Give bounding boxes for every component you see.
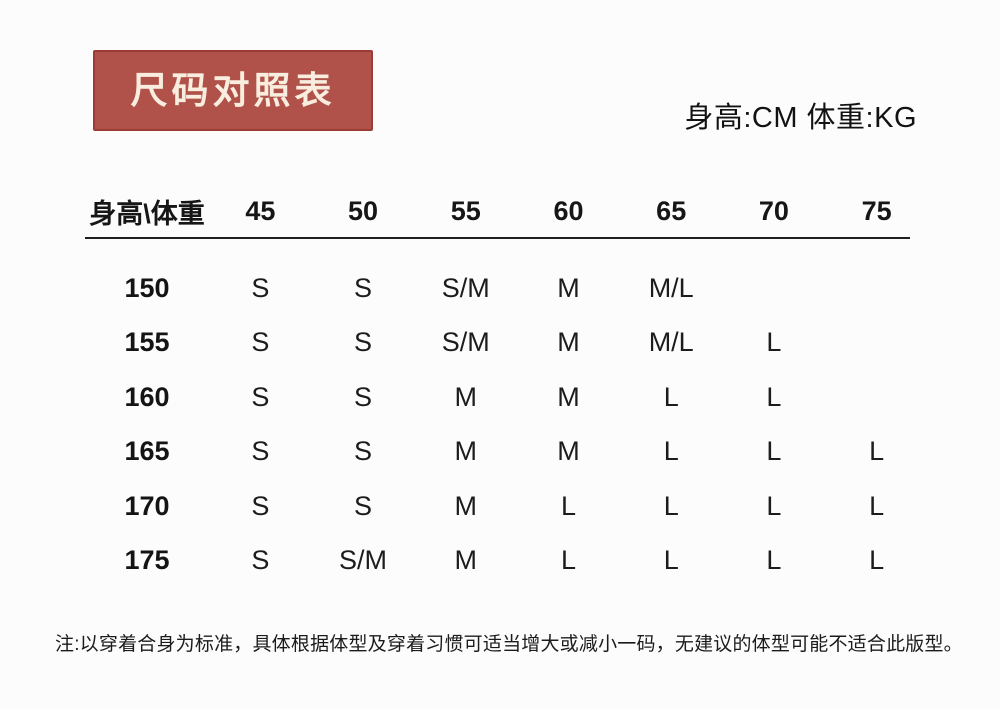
table-row: 170 S S M L L L L — [85, 479, 928, 534]
size-cell: S — [251, 436, 270, 467]
size-cell: S — [354, 272, 373, 303]
table-body: 150 S S S/M M M/L 155 S S S/M M M/L L 16… — [85, 239, 928, 588]
height-label: 150 — [124, 272, 170, 303]
size-chart-title-badge: 尺码对照表 — [93, 50, 373, 131]
size-cell: S/M — [441, 272, 490, 303]
height-label: 155 — [124, 327, 170, 358]
size-cell: M — [454, 490, 478, 521]
weight-header-65: 65 — [656, 195, 687, 226]
height-label: 170 — [124, 490, 170, 521]
size-cell: M — [557, 272, 580, 303]
table-header-row: 身高\体重 45 50 55 60 65 70 75 — [85, 185, 928, 237]
size-chart-title: 尺码对照表 — [130, 70, 336, 111]
size-cell: M — [557, 327, 580, 358]
size-cell: L — [766, 381, 782, 412]
table-row: 160 S S M M L L — [85, 370, 928, 425]
size-cell: S — [354, 490, 373, 521]
size-comparison-table: 身高\体重 45 50 55 60 65 70 75 150 S S S/M M… — [85, 185, 928, 588]
size-cell: M — [454, 381, 478, 412]
height-label: 160 — [124, 381, 170, 412]
size-cell: M — [557, 381, 580, 412]
note-text: 注:以穿着合身为标准，具体根据体型及穿着习惯可适当增大或减小一码，无建议的体型可… — [55, 634, 963, 655]
size-cell: S/M — [339, 545, 388, 576]
size-cell: M — [557, 436, 580, 467]
weight-header-75: 75 — [861, 195, 892, 226]
size-cell: S — [354, 381, 373, 412]
weight-header-55: 55 — [450, 195, 481, 226]
size-cell: L — [766, 327, 782, 358]
size-cell: L — [869, 490, 885, 521]
size-cell: L — [560, 545, 576, 576]
size-cell: M/L — [648, 272, 694, 303]
size-cell: L — [869, 436, 885, 467]
units-legend: 身高:CM 体重:KG — [684, 102, 917, 134]
header-divider — [85, 237, 910, 239]
size-cell: L — [663, 490, 679, 521]
weight-header-45: 45 — [245, 195, 276, 226]
height-label: 165 — [124, 436, 170, 467]
size-cell: L — [766, 545, 782, 576]
size-cell: L — [663, 381, 679, 412]
corner-header-height-weight: 身高\体重 — [89, 198, 205, 229]
size-cell: S — [251, 272, 270, 303]
weight-header-70: 70 — [758, 195, 789, 226]
size-cell: L — [560, 490, 576, 521]
size-cell: S — [354, 327, 373, 358]
weight-header-60: 60 — [553, 195, 584, 226]
weight-header-50: 50 — [348, 195, 379, 226]
size-cell: M — [454, 545, 478, 576]
size-cell: S/M — [441, 327, 490, 358]
table-row: 150 S S S/M M M/L — [85, 261, 928, 316]
table-row: 155 S S S/M M M/L L — [85, 316, 928, 371]
size-cell: L — [663, 436, 679, 467]
size-cell: S — [251, 490, 270, 521]
size-cell: M/L — [648, 327, 694, 358]
size-cell: L — [766, 490, 782, 521]
size-cell: M — [454, 436, 478, 467]
size-cell: L — [869, 545, 885, 576]
size-cell: S — [354, 436, 373, 467]
height-label: 175 — [124, 545, 170, 576]
size-cell: S — [251, 327, 270, 358]
size-cell: S — [251, 545, 270, 576]
size-cell: L — [663, 545, 679, 576]
table-row: 165 S S M M L L L — [85, 425, 928, 480]
size-cell: L — [766, 436, 782, 467]
table-row: 175 S S/M M L L L L — [85, 534, 928, 589]
size-cell: S — [251, 381, 270, 412]
